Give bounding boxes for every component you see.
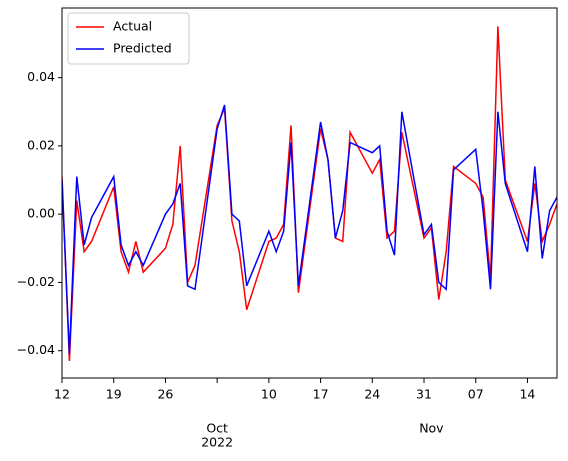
- line-1: [62, 104, 557, 355]
- y-tick-label: 0.04: [27, 69, 55, 84]
- y-tick-label: −0.02: [17, 274, 55, 289]
- plot: [62, 26, 557, 361]
- x-tick-label: 10: [261, 387, 277, 402]
- y-tick-label: 0.02: [27, 137, 55, 152]
- y-tick-label: −0.04: [17, 342, 55, 357]
- plot-frame: [61, 7, 558, 379]
- x-tick-label: 19: [106, 387, 122, 402]
- x-tick-label: 26: [157, 387, 173, 402]
- legend-box: [67, 12, 190, 65]
- x-tick-label: 07: [468, 387, 484, 402]
- y-tick-label: 0.00: [27, 206, 55, 221]
- legend-label: Actual: [113, 19, 152, 34]
- x-tick-label: 31: [416, 387, 432, 402]
- x-tick-label: 17: [313, 387, 329, 402]
- month-label: Oct: [206, 421, 228, 436]
- month-label: Nov: [419, 421, 444, 436]
- x-tick-label: 24: [364, 387, 380, 402]
- x-tick-label: 14: [519, 387, 535, 402]
- year-label: 2022: [201, 435, 233, 450]
- line-0: [62, 26, 557, 361]
- legend-label: Predicted: [113, 41, 172, 56]
- x-tick-label: 12: [54, 387, 70, 402]
